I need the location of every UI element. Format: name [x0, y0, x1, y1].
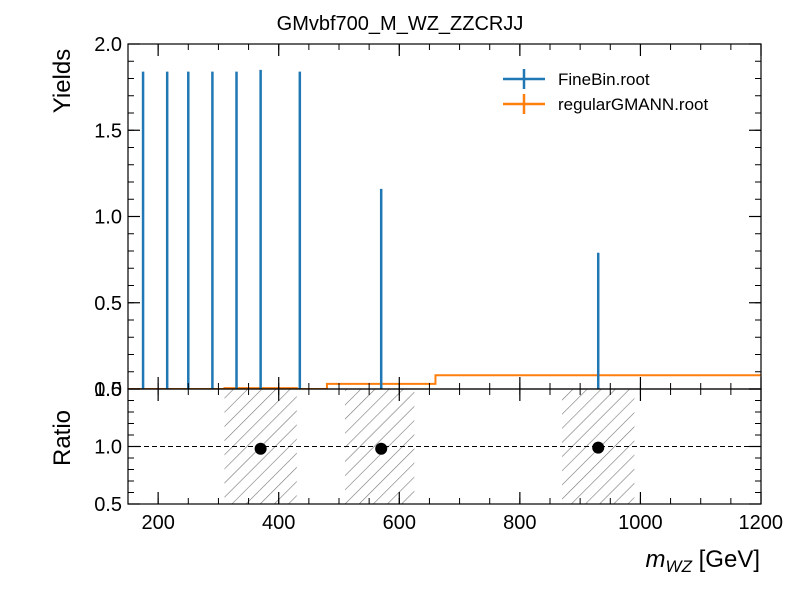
ratio-frame [127, 388, 762, 505]
main-panel: 0.0 0.5 1.0 1.5 2.0 Yields [49, 34, 762, 401]
main-plot-area [128, 69, 761, 389]
ratio-y-tick-label: 0.5 [94, 494, 122, 516]
x-axis-label-symbol: m [646, 546, 666, 573]
chart-title: GMvbf700_M_WZ_ZZCRJJ [277, 13, 524, 35]
legend-entry-regulargmann: regularGMANN.root [503, 94, 708, 114]
main-y-tick-label: 1.0 [94, 207, 122, 229]
ratio-point [375, 442, 388, 455]
legend: FineBin.root regularGMANN.root [503, 69, 708, 114]
main-y-tick-label: 0.5 [94, 293, 122, 315]
ratio-plot-area [128, 389, 761, 504]
y-axis-label-ratio: Ratio [49, 410, 76, 466]
x-tick-label: 800 [503, 512, 536, 534]
main-ticks: 0.0 0.5 1.0 1.5 2.0 [94, 34, 762, 401]
legend-label-finebin: FineBin.root [558, 70, 650, 89]
ratio-panel: 0.5 1.0 1.5 200 400 600 800 1000 1200 Ratio [49, 379, 783, 534]
x-axis-label: mWZ [GeV] [646, 546, 760, 576]
ratio-point [592, 441, 605, 454]
x-tick-label: 1200 [739, 512, 784, 534]
legend-entry-finebin: FineBin.root [503, 69, 650, 89]
legend-label-regulargmann: regularGMANN.root [558, 95, 708, 114]
main-y-tick-label: 1.5 [94, 120, 122, 142]
ratio-y-tick-label: 1.5 [94, 379, 122, 401]
x-tick-label: 600 [383, 512, 416, 534]
x-tick-label: 400 [262, 512, 295, 534]
main-y-tick-label: 2.0 [94, 34, 122, 56]
ratio-ticks: 0.5 1.0 1.5 200 400 600 800 1000 1200 [94, 379, 783, 534]
x-tick-label: 1000 [618, 512, 663, 534]
series-step-regulargmann [128, 374, 761, 389]
x-axis-label-subscript: WZ [666, 557, 693, 576]
x-tick-label: 200 [141, 512, 174, 534]
ratio-y-tick-label: 1.0 [94, 437, 122, 459]
x-axis-label-unit: [GeV] [692, 546, 760, 573]
ratio-point [254, 442, 267, 455]
main-y-tick-label: 0.0 [94, 379, 122, 401]
y-axis-label-yields: Yields [49, 49, 76, 113]
